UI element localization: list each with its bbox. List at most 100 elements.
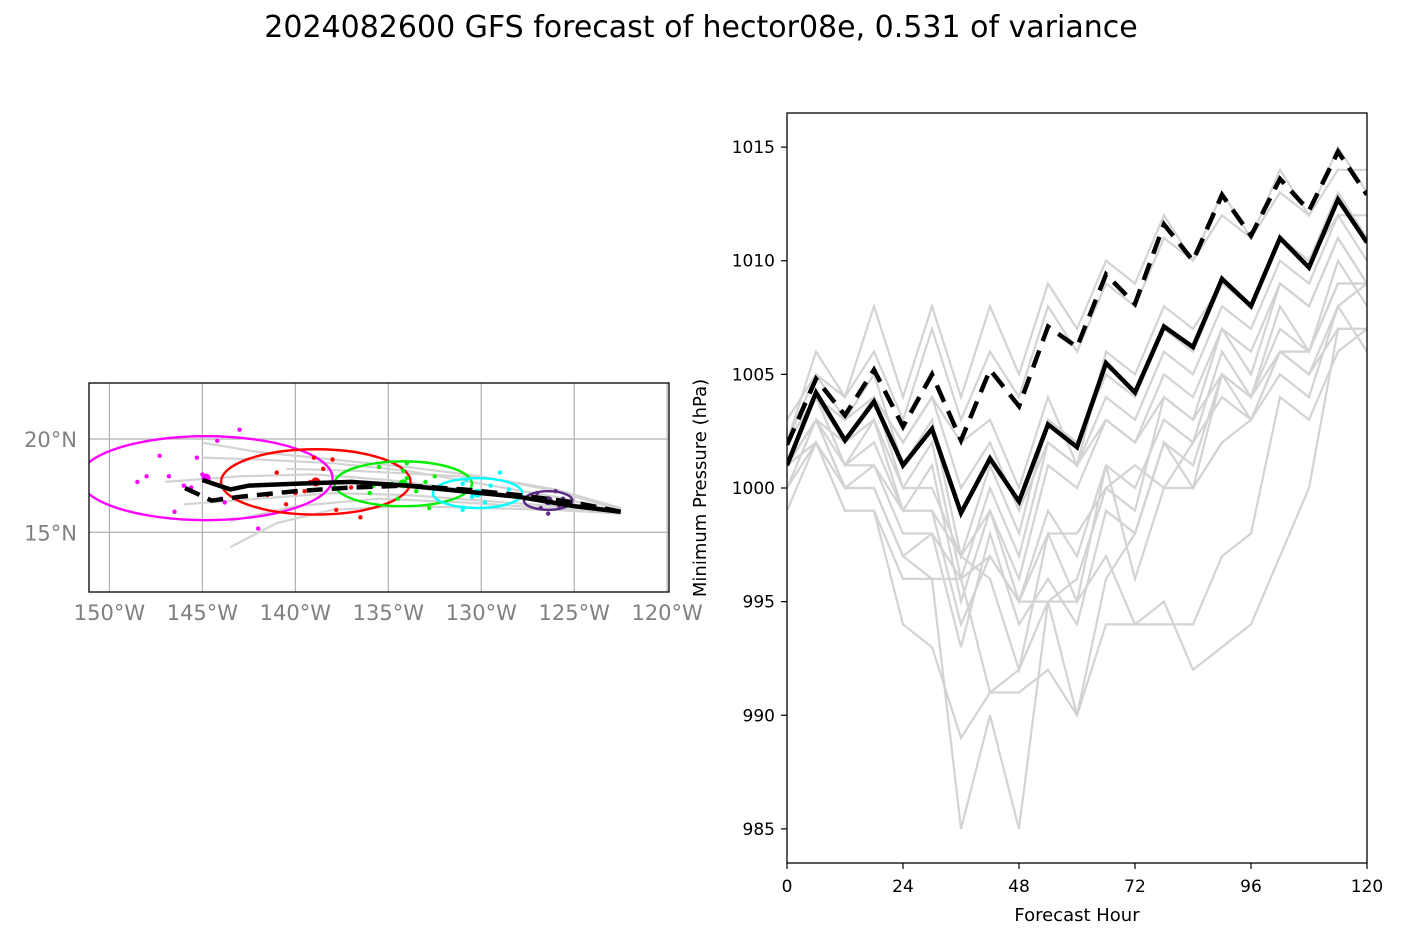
member-position-point bbox=[222, 500, 227, 505]
member-pressure-line bbox=[787, 168, 1367, 423]
member-position-point bbox=[311, 455, 317, 460]
member-position-point bbox=[545, 511, 551, 516]
map-lon-tick-label: 125°W bbox=[539, 601, 611, 625]
member-position-point bbox=[215, 438, 220, 444]
member-position-point bbox=[358, 515, 363, 520]
member-position-point bbox=[488, 483, 493, 488]
y-tick-label: 1005 bbox=[732, 365, 775, 385]
member-position-point bbox=[423, 479, 428, 485]
member-position-point bbox=[534, 490, 540, 496]
member-position-point bbox=[404, 461, 410, 466]
member-position-point bbox=[464, 477, 469, 483]
map-lon-tick-label: 145°W bbox=[167, 601, 239, 625]
map-frame bbox=[88, 382, 670, 593]
member-tracks bbox=[165, 441, 622, 549]
member-position-point bbox=[135, 479, 140, 485]
member-track bbox=[202, 456, 621, 513]
member-position-point bbox=[334, 507, 339, 513]
member-position-point bbox=[413, 489, 419, 494]
map-gridlines bbox=[89, 383, 669, 592]
track-map: 150°W 145°W 140°W 135°W 130°W 125°W 120°W 15°N… bbox=[24, 382, 703, 625]
mean-tracks bbox=[182, 477, 622, 515]
uncertainty-ellipse bbox=[219, 448, 412, 516]
pressure-chart: 0 24 48 72 96 120 985 990 995 1000 1005 1010 1015 F… bbox=[690, 112, 1383, 926]
member-position-point bbox=[538, 505, 543, 511]
member-position-point bbox=[166, 474, 172, 479]
member-position-point bbox=[283, 502, 289, 507]
member-position-point bbox=[426, 505, 432, 511]
member-position-point bbox=[255, 526, 261, 531]
map-lon-tick-label: 140°W bbox=[260, 601, 332, 625]
member-pressure-line bbox=[787, 235, 1367, 628]
map-lat-tick-label: 15°N bbox=[24, 521, 77, 545]
member-position-point bbox=[376, 464, 382, 470]
member-position-point bbox=[157, 453, 162, 458]
map-lon-tick-label: 135°W bbox=[353, 601, 425, 625]
uncertainty-ellipse bbox=[522, 490, 574, 512]
member-position-point bbox=[144, 474, 149, 479]
member-position-point bbox=[181, 483, 187, 488]
pressure-y-ticks: 985 990 995 1000 1005 1010 1015 bbox=[732, 138, 787, 840]
y-tick-label: 985 bbox=[743, 820, 775, 840]
map-lon-tick-label: 150°W bbox=[74, 601, 146, 625]
member-position-point bbox=[497, 470, 503, 475]
y-tick-label: 1010 bbox=[732, 252, 775, 272]
member-position-point bbox=[553, 489, 558, 494]
member-position-point bbox=[367, 490, 372, 496]
member-track bbox=[286, 467, 622, 510]
x-axis-label: Forecast Hour bbox=[1014, 905, 1140, 926]
member-position-point bbox=[506, 487, 512, 492]
y-tick-label: 1015 bbox=[732, 138, 775, 158]
member-pressure-line bbox=[787, 144, 1367, 443]
y-tick-label: 990 bbox=[743, 706, 775, 726]
member-position-point bbox=[482, 500, 488, 505]
map-lat-tick-label: 20°N bbox=[24, 428, 77, 452]
member-position-point bbox=[404, 475, 410, 481]
member-pressure-lines bbox=[787, 144, 1367, 830]
y-axis-label: Minimum Pressure (hPa) bbox=[690, 379, 711, 597]
member-positions bbox=[135, 427, 566, 531]
member-pressure-line bbox=[787, 282, 1367, 675]
pressure-x-ticks: 0 24 48 72 96 120 bbox=[782, 863, 1383, 897]
x-tick-label: 120 bbox=[1351, 877, 1383, 897]
ensemble-mean-pressure-line bbox=[787, 194, 1367, 519]
member-track bbox=[183, 491, 621, 513]
member-position-point bbox=[395, 496, 400, 501]
x-tick-label: 72 bbox=[1124, 877, 1146, 897]
x-tick-label: 96 bbox=[1240, 877, 1262, 897]
member-position-point bbox=[460, 507, 465, 513]
member-pressure-line bbox=[787, 327, 1367, 606]
member-pressure-line bbox=[787, 328, 1367, 695]
member-position-point bbox=[274, 470, 279, 475]
x-tick-label: 0 bbox=[782, 877, 793, 897]
uncertainty-ellipse bbox=[431, 476, 524, 510]
map-lon-tick-label: 130°W bbox=[446, 601, 518, 625]
x-tick-label: 24 bbox=[892, 877, 914, 897]
deterministic-track bbox=[182, 483, 622, 515]
member-pressure-line bbox=[787, 258, 1367, 606]
member-pressure-line bbox=[787, 235, 1367, 606]
figure-title: 2024082600 GFS forecast of hector08e, 0.… bbox=[264, 10, 1138, 45]
map-longitude-ticks: 150°W 145°W 140°W 135°W 130°W 125°W 120°W bbox=[74, 601, 703, 625]
x-tick-label: 48 bbox=[1008, 877, 1030, 897]
map-latitude-ticks: 15°N 20°N bbox=[24, 428, 77, 545]
member-position-point bbox=[460, 481, 465, 486]
y-tick-label: 1000 bbox=[732, 479, 775, 499]
member-position-point bbox=[302, 489, 307, 494]
member-position-point bbox=[469, 494, 475, 500]
member-position-point bbox=[321, 466, 326, 472]
member-pressure-line bbox=[787, 303, 1367, 830]
member-position-point bbox=[348, 485, 354, 490]
y-tick-label: 995 bbox=[743, 593, 775, 613]
member-pressure-line bbox=[787, 327, 1367, 741]
member-position-point bbox=[400, 468, 406, 473]
member-position-point bbox=[172, 509, 177, 514]
map-lon-tick-label: 120°W bbox=[631, 601, 703, 625]
uncertainty-ellipse bbox=[89, 434, 334, 522]
mean-pressure-lines bbox=[787, 147, 1367, 519]
member-position-point bbox=[237, 427, 242, 432]
member-position-point bbox=[194, 455, 200, 460]
ensemble-mean-track bbox=[201, 477, 621, 515]
member-position-point bbox=[432, 474, 437, 479]
